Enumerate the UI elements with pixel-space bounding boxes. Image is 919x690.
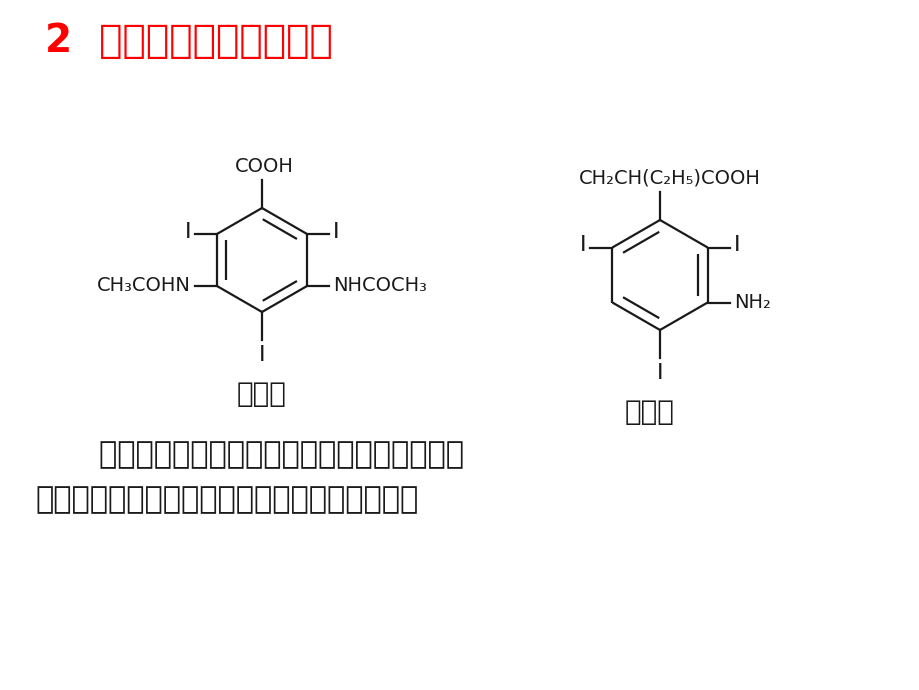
Text: CH₂CH(C₂H₅)COOH: CH₂CH(C₂H₅)COOH: [578, 169, 760, 188]
Text: I: I: [579, 235, 585, 255]
Text: I: I: [732, 235, 739, 255]
Text: 泛影酸: 泛影酸: [237, 380, 287, 408]
Text: 垄素与芳环相连的药物，垄素与碳原子结合牢: 垄素与芳环相连的药物，垄素与碳原子结合牢: [60, 440, 463, 469]
Text: NHCOCH₃: NHCOCH₃: [333, 277, 426, 295]
Text: I: I: [333, 222, 339, 242]
Text: NH₂: NH₂: [732, 293, 770, 312]
Text: CH₃COHN: CH₃COHN: [97, 277, 191, 295]
Text: I: I: [258, 345, 265, 365]
Text: COOH: COOH: [234, 157, 293, 176]
Text: 固，不能直接进行测定，需经处理后才能测定。: 固，不能直接进行测定，需经处理后才能测定。: [35, 485, 418, 514]
Text: 碚番酸: 碚番酸: [624, 398, 675, 426]
Text: I: I: [185, 222, 191, 242]
Text: I: I: [656, 363, 663, 383]
Text: 2  垄素与芳环碳原子相连: 2 垄素与芳环碳原子相连: [45, 22, 333, 60]
